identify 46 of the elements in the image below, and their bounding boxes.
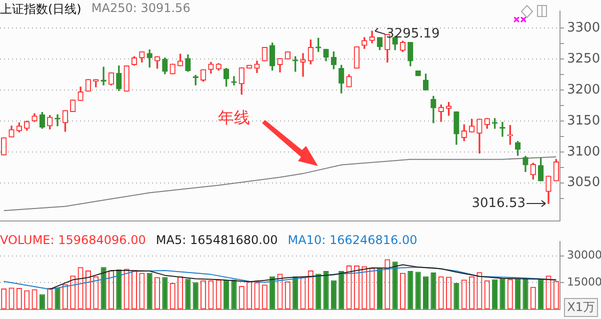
bar <box>522 278 528 310</box>
bar <box>54 288 60 310</box>
y-tick-label: 3200 <box>567 82 600 98</box>
bar <box>323 271 329 310</box>
bar <box>270 276 276 310</box>
bar <box>500 278 506 310</box>
y-tick-label: 30000 <box>567 248 601 262</box>
y-tick-label: 3300 <box>567 20 600 36</box>
y-tick-label: 3150 <box>567 113 600 128</box>
annotation: 3295.19 <box>386 26 440 42</box>
bar <box>231 280 237 310</box>
text: MA250: 3091.56 <box>91 1 190 17</box>
bar <box>454 282 460 310</box>
bar <box>538 279 544 310</box>
annotation: 年线 <box>218 108 250 129</box>
bar <box>430 272 436 310</box>
bar <box>415 272 421 310</box>
y-tick-label: 3250 <box>567 51 600 66</box>
bar <box>146 272 152 310</box>
bar <box>392 262 398 310</box>
candlestick <box>300 53 306 77</box>
bar <box>192 282 198 310</box>
y-tick-label: 15000 <box>567 275 601 288</box>
bar <box>422 276 429 310</box>
bar <box>492 279 498 310</box>
bar <box>116 269 122 310</box>
text: X1万 <box>564 298 598 317</box>
bar <box>224 280 230 310</box>
bar <box>100 267 106 310</box>
bar <box>162 277 168 310</box>
bar <box>408 271 414 310</box>
bar <box>185 278 191 310</box>
bar <box>39 294 45 310</box>
series-label: MA10: 166246816.00 <box>288 233 418 247</box>
bar <box>376 268 382 310</box>
text: VOLUME: 159684096.00 <box>0 233 146 247</box>
bar <box>515 278 521 310</box>
bar <box>330 280 336 310</box>
bar <box>316 274 322 310</box>
annotation: 3016.53 <box>472 196 526 211</box>
bar <box>292 276 298 310</box>
chart-title: 上证指数(日线) <box>0 1 82 18</box>
y-tick-label: 3100 <box>567 144 600 160</box>
y-tick-label: 3050 <box>567 175 600 190</box>
text: MA5: 165481680.00 <box>156 233 278 247</box>
bar <box>338 271 344 310</box>
